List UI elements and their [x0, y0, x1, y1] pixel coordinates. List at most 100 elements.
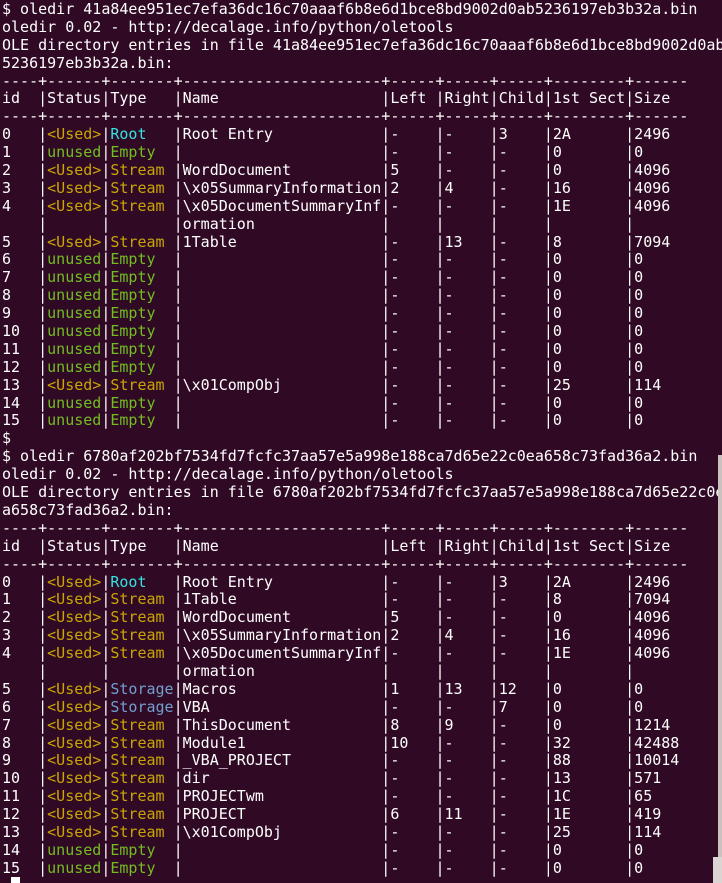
text-segment: <Used>: [47, 232, 102, 251]
text-segment: Storage: [110, 697, 174, 716]
text-segment: 15 |: [2, 858, 48, 877]
text-segment: 1 |: [2, 590, 48, 609]
terminal-line: 14 |unused|Empty | |- |- |- |0 |0: [2, 840, 722, 860]
text-segment: |: [101, 178, 111, 197]
text-segment: | |- |- |- |0 |0: [173, 304, 644, 323]
text-segment: | |- |- |- |0 |0: [173, 858, 644, 877]
text-segment: Stream: [110, 626, 174, 645]
terminal-line: oledir 0.02 - http://decalage.info/pytho…: [2, 17, 722, 37]
terminal-line: 1 |<Used>|Stream |1Table |- |- |- |8 |70…: [2, 590, 722, 609]
text-segment: OLE directory entries in file 41a84ee951…: [2, 35, 722, 54]
text-segment: ----+------+-------+--------------------…: [2, 554, 689, 573]
text-segment: |: [101, 679, 111, 698]
text-segment: 11 |: [2, 339, 48, 358]
terminal-line: 2 |<Used>|Stream |WordDocument |5 |- |- …: [2, 608, 722, 627]
text-segment: 8 |: [2, 733, 48, 752]
text-segment: |PROJECTwm |- |- |- |1C |65: [173, 787, 653, 806]
text-segment: 6 |: [2, 697, 48, 716]
terminal-line: 0 |<Used>|Root |Root Entry |- |- |3 |2A …: [2, 125, 722, 144]
text-segment: unused: [47, 339, 102, 358]
terminal-line: 0 |<Used>|Root |Root Entry |- |- |3 |2A …: [2, 572, 722, 592]
text-segment: <Used>: [47, 196, 102, 215]
text-segment: | |- |- |- |0 |0: [173, 286, 644, 305]
text-segment: |: [101, 769, 111, 788]
terminal-line: 3 |<Used>|Stream |\x05SummaryInformation…: [2, 178, 722, 198]
text-segment: |ThisDocument |8 |9 |- |0 |1214: [173, 715, 671, 734]
text-segment: 14 |: [2, 393, 48, 412]
text-segment: <Used>: [47, 125, 102, 144]
text-segment: |: [101, 787, 111, 806]
terminal-line: [2, 876, 722, 883]
text-segment: Root: [110, 125, 174, 144]
terminal-cursor: [11, 876, 21, 883]
text-segment: |: [101, 608, 111, 627]
text-segment: |: [101, 626, 111, 645]
text-segment: |: [101, 304, 111, 323]
text-segment: 12 |: [2, 805, 48, 824]
text-segment: | | |ormation | | | | |: [2, 661, 635, 680]
text-segment: Empty: [110, 357, 174, 376]
text-segment: |\x01CompObj |- |- |- |25 |114: [173, 375, 662, 394]
text-segment: Root: [110, 572, 174, 591]
scrollbar-track[interactable]: [718, 455, 722, 883]
text-segment: <Used>: [47, 787, 102, 806]
text-segment: Stream: [110, 644, 174, 663]
text-segment: |WordDocument |5 |- |- |0 |4096: [173, 161, 671, 180]
text-segment: |: [101, 411, 111, 430]
text-segment: | |- |- |- |0 |0: [173, 143, 644, 162]
text-segment: 15 |: [2, 411, 48, 430]
text-segment: |: [101, 393, 111, 412]
terminal-line: OLE directory entries in file 41a84ee951…: [2, 35, 722, 55]
text-segment: <Used>: [47, 375, 102, 394]
terminal-line: ----+------+-------+--------------------…: [2, 554, 722, 574]
terminal-line: ----+------+-------+--------------------…: [2, 519, 722, 538]
text-segment: 6 |: [2, 250, 48, 269]
text-segment: Empty: [110, 250, 174, 269]
text-segment: 9 |: [2, 751, 48, 770]
text-segment: Empty: [110, 858, 174, 877]
text-segment: | |- |- |- |0 |0: [173, 339, 644, 358]
text-segment: Stream: [110, 232, 174, 251]
text-segment: <Used>: [47, 751, 102, 770]
text-segment: unused: [47, 393, 102, 412]
text-segment: |: [101, 161, 111, 180]
text-segment: Stream: [110, 196, 174, 215]
text-segment: 1 |: [2, 143, 48, 162]
text-segment: | |- |- |- |0 |0: [173, 393, 644, 412]
text-segment: |: [101, 840, 111, 859]
text-segment: 13 |: [2, 822, 48, 841]
text-segment: unused: [47, 411, 102, 430]
text-segment: 5 |: [2, 679, 48, 698]
text-segment: | | |ormation | | | | |: [2, 214, 635, 233]
text-segment: <Used>: [47, 608, 102, 627]
text-segment: Stream: [110, 751, 174, 770]
text-segment: |WordDocument |5 |- |- |0 |4096: [173, 608, 671, 627]
text-segment: <Used>: [47, 679, 102, 698]
text-segment: <Used>: [47, 572, 102, 591]
text-segment: 0 |: [2, 572, 48, 591]
text-segment: |\x05DocumentSummaryInf|- |- |- |1E |409…: [173, 644, 671, 663]
text-segment: 7 |: [2, 268, 48, 287]
text-segment: oledir 0.02 - http://decalage.info/pytho…: [2, 17, 454, 36]
terminal-line: 7 |unused|Empty | |- |- |- |0 |0: [2, 268, 722, 287]
terminal-line: id |Status|Type |Name |Left |Right|Child…: [2, 537, 722, 556]
terminal-line: 12 |<Used>|Stream |PROJECT |6 |11 |- |1E…: [2, 805, 722, 824]
text-segment: Stream: [110, 178, 174, 197]
text-segment: Empty: [110, 393, 174, 412]
terminal-line: ----+------+-------+--------------------…: [2, 72, 722, 91]
terminal-line: 11 |<Used>|Stream |PROJECTwm |- |- |- |1…: [2, 787, 722, 806]
text-segment: <Used>: [47, 715, 102, 734]
terminal-line: 10 |<Used>|Stream |dir |- |- |- |13 |571: [2, 769, 722, 788]
text-segment: OLE directory entries in file 6780af202b…: [2, 483, 722, 502]
terminal-line: | | |ormation | | | | |: [2, 661, 722, 681]
text-segment: Stream: [110, 733, 174, 752]
text-segment: |1Table |- |13 |- |8 |7094: [173, 232, 671, 251]
text-segment: |: [101, 196, 111, 215]
text-segment: Empty: [110, 143, 174, 162]
text-segment: Stream: [110, 715, 174, 734]
text-segment: 14 |: [2, 840, 48, 859]
terminal-line: OLE directory entries in file 6780af202b…: [2, 483, 722, 502]
terminal-line: $ oledir 6780af202bf7534fd7fcfc37aa57e5a…: [2, 447, 722, 466]
scrollbar-thumb[interactable]: [713, 857, 722, 883]
